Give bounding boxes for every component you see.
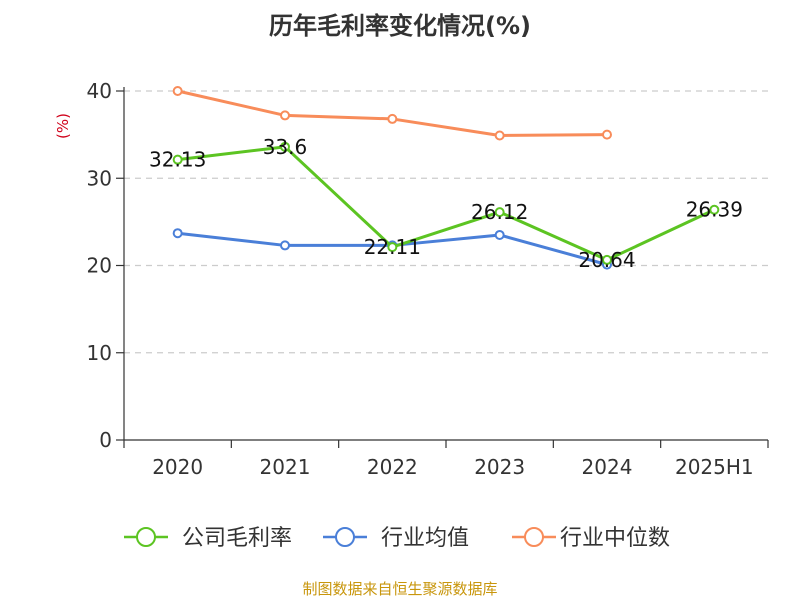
legend-swatch-marker bbox=[136, 527, 156, 547]
legend-label: 行业中位数 bbox=[560, 526, 670, 551]
data-label: 26.12 bbox=[471, 200, 528, 224]
axes: 0 10 20 30 40 2020 2021 2022 2023 2024 2025H1 (%) bbox=[54, 79, 769, 479]
data-point bbox=[172, 86, 183, 96]
legend: 公司毛利率 行业均值 行业中位数 bbox=[124, 526, 670, 551]
data-point bbox=[280, 240, 290, 251]
data-point bbox=[494, 229, 505, 240]
data-label: 20.64 bbox=[578, 248, 635, 272]
grid-lines bbox=[124, 90, 768, 354]
x-tick-label: 2021 bbox=[260, 455, 311, 479]
x-tick-label: 2020 bbox=[152, 455, 203, 479]
data-label: 33.6 bbox=[263, 135, 308, 159]
chart-title: 历年毛利率变化情况(%) bbox=[269, 12, 531, 40]
y-tick-label: 10 bbox=[87, 341, 112, 365]
data-labels: 32.13 33.6 22.11 26.12 20.64 26.39 bbox=[149, 135, 743, 272]
x-tick-label: 2024 bbox=[582, 455, 633, 479]
y-axis-unit-label: (%) bbox=[54, 113, 72, 139]
data-point bbox=[280, 141, 290, 152]
legend-label: 行业均值 bbox=[381, 526, 469, 551]
data-label: 32.13 bbox=[149, 148, 206, 172]
x-tick-label: 2023 bbox=[474, 455, 525, 479]
data-point bbox=[172, 228, 183, 239]
data-point bbox=[387, 242, 398, 253]
source-note: 制图数据来自恒生聚源数据库 bbox=[302, 580, 498, 598]
data-point bbox=[172, 154, 183, 165]
data-label: 26.39 bbox=[686, 198, 743, 222]
x-tick-label: 2025H1 bbox=[675, 455, 754, 479]
data-point bbox=[280, 110, 290, 121]
y-tick-label: 30 bbox=[87, 166, 112, 190]
data-point bbox=[602, 254, 612, 265]
data-point bbox=[494, 207, 505, 218]
y-tick-label: 0 bbox=[99, 428, 112, 452]
y-tick-label: 40 bbox=[87, 79, 112, 103]
legend-swatch-marker bbox=[335, 527, 355, 547]
x-tick-label: 2022 bbox=[367, 455, 418, 479]
data-point bbox=[709, 204, 720, 215]
y-tick-label: 20 bbox=[87, 254, 112, 278]
data-point bbox=[602, 129, 612, 140]
series-lines bbox=[172, 86, 720, 270]
series-line bbox=[177, 145, 715, 262]
legend-swatch-marker bbox=[524, 527, 544, 547]
data-point bbox=[387, 113, 398, 124]
data-point bbox=[494, 130, 505, 141]
data-label: 22.11 bbox=[364, 235, 421, 259]
series-line bbox=[177, 89, 608, 137]
legend-label: 公司毛利率 bbox=[182, 526, 292, 551]
